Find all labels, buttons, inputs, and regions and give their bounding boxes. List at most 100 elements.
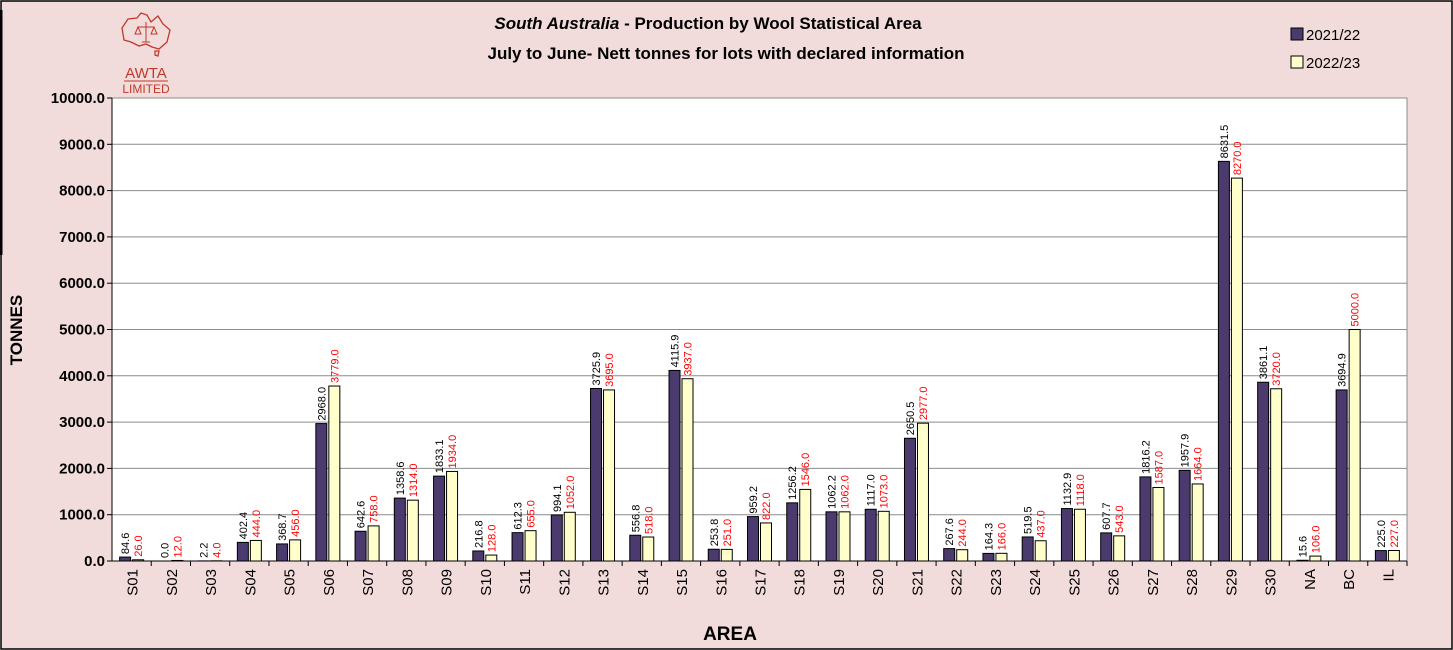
gridlines	[112, 143, 1407, 516]
bar	[1034, 540, 1047, 562]
data-label: 1816.2	[1140, 440, 1152, 474]
bar	[1100, 532, 1113, 562]
data-label: 3720.0	[1271, 352, 1283, 386]
bar	[119, 556, 132, 562]
bar	[760, 522, 772, 562]
awta-logo: AWTA LIMITED	[121, 12, 171, 96]
x-tick-label: S14	[635, 569, 652, 596]
data-label: 402.4	[238, 512, 250, 540]
data-label: 26.0	[133, 535, 145, 556]
data-label: 1546.0	[800, 453, 812, 487]
legend-swatch-2021-22	[1290, 27, 1304, 41]
data-label: 1934.0	[447, 435, 459, 469]
x-axis-ticks: S01 S02 S03 S04 S05 S06 S07 S08 S09 S10 S11 S12 S13 S…	[125, 561, 1408, 596]
bar	[249, 539, 262, 562]
logo-line1: AWTA	[125, 65, 167, 82]
bar	[1113, 535, 1126, 562]
data-label: 1117.0	[866, 474, 878, 506]
bar	[681, 378, 694, 562]
bar	[943, 548, 956, 562]
x-tick-label: S10	[478, 569, 495, 596]
y-tick-label: 3000.0	[59, 414, 105, 431]
x-tick-label: NA	[1302, 569, 1319, 590]
x-tick-label: S24	[1027, 569, 1044, 596]
data-label: 12.0	[172, 536, 184, 557]
data-label: 8270.0	[1232, 141, 1244, 175]
bar	[367, 525, 380, 562]
data-label: 642.6	[356, 501, 368, 529]
data-label: 3861.1	[1258, 346, 1270, 380]
data-label: 225.0	[1376, 520, 1388, 548]
x-tick-label: S28	[1184, 569, 1201, 596]
data-label: 2977.0	[918, 387, 930, 421]
bar	[1335, 389, 1348, 562]
data-label: 15.6	[1297, 536, 1309, 557]
bar	[668, 369, 681, 562]
bar	[446, 470, 459, 562]
data-label: 244.0	[957, 519, 969, 547]
x-axis-label: AREA	[703, 624, 757, 645]
bar	[1270, 388, 1283, 562]
data-label: 4.0	[212, 543, 224, 558]
x-tick-label: BC	[1341, 569, 1358, 590]
data-label: 3725.9	[591, 352, 603, 386]
bar	[982, 552, 995, 562]
y-axis-ticks: 0.0 1000.0 2000.0 3000.0 4000.0 5000.0 6000.0 7…	[51, 90, 112, 570]
bar	[1139, 476, 1152, 562]
data-label: 3694.9	[1337, 353, 1349, 387]
bar	[1152, 487, 1165, 562]
x-tick-label: S07	[360, 569, 377, 596]
y-tick-label: 0.0	[84, 553, 105, 570]
data-label: 5000.0	[1350, 293, 1362, 327]
legend-swatch-2022-23	[1290, 55, 1304, 69]
x-tick-label: S08	[399, 569, 416, 596]
y-tick-label: 1000.0	[59, 507, 105, 524]
y-tick-label: 4000.0	[59, 368, 105, 385]
bar	[1217, 160, 1230, 562]
y-tick-label: 5000.0	[59, 322, 105, 339]
data-label: 959.2	[748, 486, 760, 514]
bar	[864, 508, 877, 562]
bar	[629, 534, 642, 562]
bar	[903, 437, 916, 562]
data-label: 2650.5	[905, 402, 917, 436]
bar	[236, 541, 249, 562]
bar	[1073, 508, 1086, 562]
bar	[1230, 177, 1243, 562]
data-label: 1073.0	[879, 475, 891, 509]
x-tick-label: IL	[1380, 569, 1397, 582]
bar	[550, 514, 563, 562]
x-tick-label: S26	[1106, 569, 1123, 596]
data-label: 267.6	[944, 518, 956, 546]
y-tick-label: 7000.0	[59, 229, 105, 246]
australia-map-icon	[121, 12, 171, 57]
x-tick-label: S18	[792, 569, 809, 596]
chart-title-rest: - Production by Wool Statistical Area	[619, 14, 922, 33]
data-label: 655.0	[526, 500, 538, 528]
bar	[1387, 549, 1400, 562]
data-label: 1957.9	[1180, 434, 1192, 468]
y-tick-label: 9000.0	[59, 136, 105, 153]
bar	[1060, 508, 1073, 562]
x-tick-label: S09	[439, 569, 456, 596]
data-label: 84.6	[120, 533, 132, 554]
x-tick-label: S19	[831, 569, 848, 596]
data-label: 216.8	[473, 520, 485, 548]
bar	[315, 423, 328, 562]
x-tick-label: S12	[556, 569, 573, 596]
data-label: 612.3	[513, 502, 525, 530]
data-label: 1118.0	[1075, 474, 1087, 506]
x-tick-label: S02	[164, 569, 181, 596]
chart-subtitle: July to June- Nett tonnes for lots with …	[488, 44, 965, 63]
bar	[511, 532, 524, 562]
legend: 2021/22 2022/23	[1290, 27, 1360, 72]
x-tick-label: S06	[321, 569, 338, 596]
bar	[472, 550, 485, 562]
bar	[563, 511, 576, 562]
y-tick-label: 10000.0	[51, 90, 105, 107]
bar	[1021, 536, 1034, 562]
x-tick-label: S21	[909, 569, 926, 596]
x-tick-label: S11	[517, 569, 534, 595]
data-label: 758.0	[369, 495, 381, 523]
